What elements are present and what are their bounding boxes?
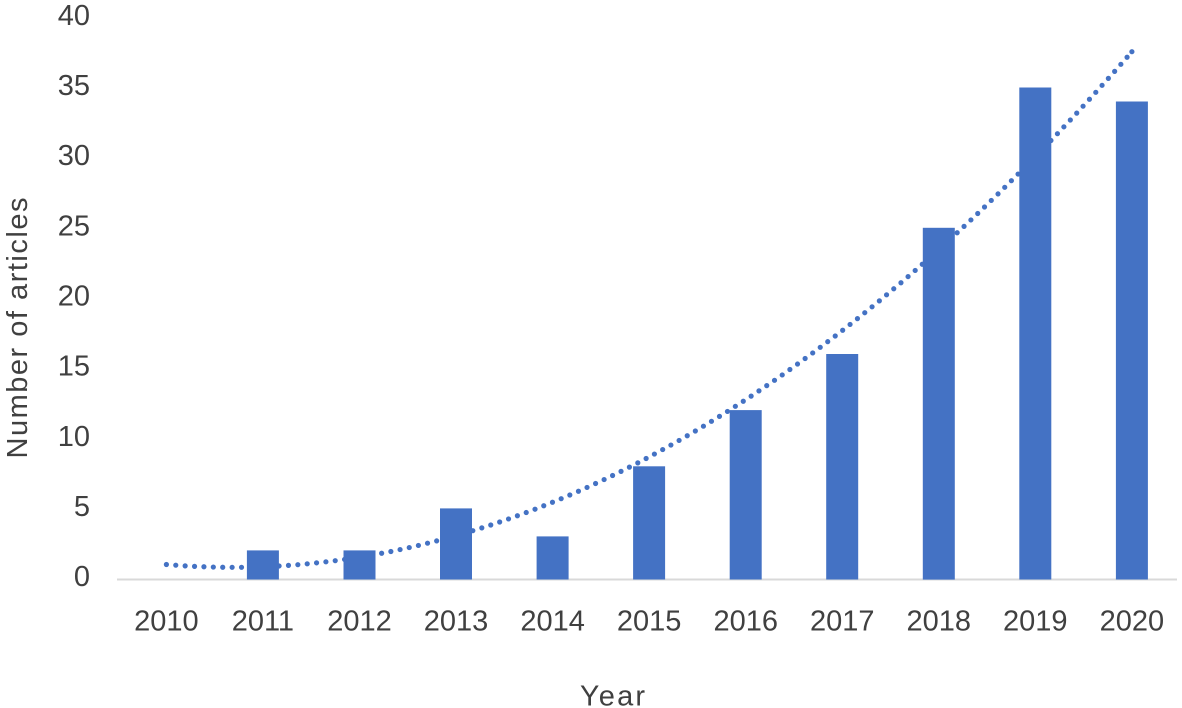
- svg-text:2015: 2015: [617, 606, 682, 638]
- svg-text:Number of articles: Number of articles: [2, 198, 34, 459]
- svg-text:2017: 2017: [810, 606, 875, 638]
- svg-text:15: 15: [58, 351, 90, 383]
- svg-text:2011: 2011: [232, 606, 294, 638]
- svg-text:2013: 2013: [424, 606, 489, 638]
- svg-text:20: 20: [58, 281, 90, 313]
- svg-text:2019: 2019: [1003, 606, 1068, 638]
- svg-text:25: 25: [58, 210, 90, 242]
- svg-text:2014: 2014: [520, 606, 585, 638]
- svg-text:35: 35: [58, 70, 90, 102]
- svg-text:2018: 2018: [907, 606, 972, 638]
- svg-text:30: 30: [58, 140, 90, 172]
- svg-text:10: 10: [58, 421, 90, 453]
- svg-text:2020: 2020: [1100, 606, 1165, 638]
- svg-text:0: 0: [74, 561, 90, 593]
- svg-text:2010: 2010: [134, 606, 199, 638]
- svg-text:5: 5: [74, 491, 90, 523]
- svg-text:40: 40: [58, 0, 90, 32]
- svg-text:Year: Year: [580, 681, 645, 708]
- svg-text:2012: 2012: [327, 606, 392, 638]
- svg-text:2016: 2016: [713, 606, 778, 638]
